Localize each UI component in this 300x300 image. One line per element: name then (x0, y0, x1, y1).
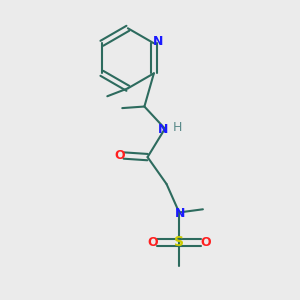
Text: O: O (115, 149, 125, 162)
Text: N: N (175, 207, 185, 220)
Text: S: S (175, 236, 184, 250)
Text: N: N (158, 123, 169, 136)
Text: H: H (173, 121, 182, 134)
Text: O: O (148, 236, 158, 249)
Text: O: O (200, 236, 211, 249)
Text: N: N (152, 35, 163, 48)
